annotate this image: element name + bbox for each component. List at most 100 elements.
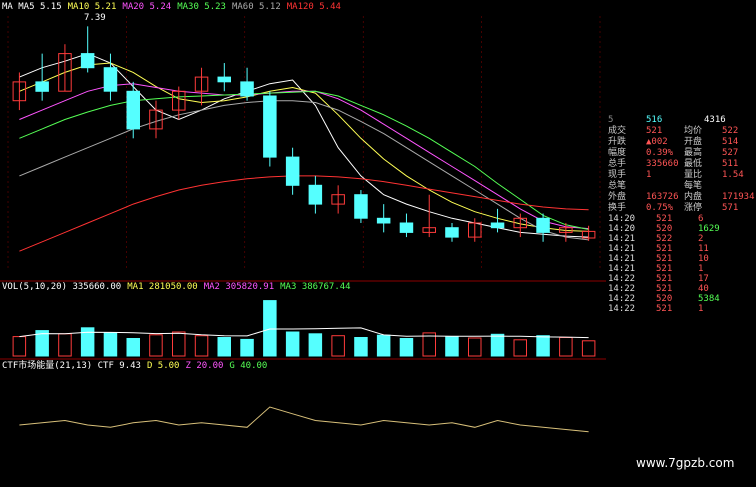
candle-body [468, 222, 482, 238]
price-chart [0, 16, 606, 282]
volume-bar [263, 300, 277, 357]
trade-cell: 522 [656, 234, 673, 244]
legend-title: CTF市场能量(21,13) [2, 361, 98, 371]
volume-bar [354, 337, 368, 357]
trade-row: 14:21 521 1 [606, 264, 756, 274]
quote-value: 1.54 [722, 170, 744, 180]
volume-bar [240, 338, 254, 357]
trade-cell: 521 [656, 244, 673, 254]
trade-cell: 521 [656, 304, 673, 314]
quote-label: 涨停 [684, 203, 703, 213]
trade-cell: 521 [656, 214, 673, 224]
trade-cell: 520 [656, 294, 673, 304]
quote-label: 换手 [608, 203, 627, 213]
ctf-line [19, 406, 589, 433]
volume-bar [149, 334, 163, 357]
quote-row: 幅度 0.39% 最高 527 [606, 148, 756, 158]
quote-value: 335660 [646, 159, 679, 169]
volume-bar [58, 333, 72, 357]
trade-cell: 14:20 [608, 214, 636, 224]
trade-cell: 17 [698, 274, 709, 284]
quote-top: 5 516 4316 [606, 115, 756, 125]
trade-cell: 1 [698, 264, 704, 274]
trade-cell: 40 [698, 284, 709, 294]
quote-row: 成交 521 均价 522 [606, 126, 756, 136]
trade-row: 14:22 521 1 [606, 304, 756, 314]
candle-body [263, 95, 277, 158]
quote-top-a: 5 [608, 115, 614, 125]
volume-bar [12, 336, 27, 357]
trade-row: 14:20 521 6 [606, 214, 756, 224]
volume-bar [331, 335, 345, 357]
ma-line-ma60 [19, 100, 589, 241]
trade-cell: 10 [698, 254, 709, 264]
volume-bar [581, 340, 596, 357]
price-peak-label: 7.39 [84, 13, 106, 23]
ctf-chart [19, 406, 589, 433]
volume-bar [172, 331, 186, 357]
candle-body [12, 81, 27, 102]
legend-item: MA3 386767.44 [280, 282, 351, 292]
volume-ma-line [19, 327, 589, 339]
legend-item: G 40.00 [229, 361, 268, 371]
quote-top-b: 516 [646, 115, 663, 125]
trade-cell: 521 [656, 264, 673, 274]
ma-line-ma120 [19, 175, 589, 252]
ctf-legend: CTF市场能量(21,13) CTF 9.43 D 5.00 Z 20.00 G 40… [2, 361, 273, 371]
trade-row: 14:22 521 40 [606, 284, 756, 294]
quote-label: 幅度 [608, 148, 627, 158]
quote-label: 均价 [684, 126, 703, 136]
candle-body [331, 194, 345, 205]
candle-body [354, 194, 368, 219]
quote-value: 0.75% [646, 203, 674, 213]
volume-chart [0, 300, 606, 360]
quote-value: 571 [722, 203, 739, 213]
legend-item: MA60 5.12 [231, 2, 281, 12]
trade-row: 14:22 520 5384 [606, 294, 756, 304]
trade-cell: 14:22 [608, 294, 636, 304]
candle-body [376, 217, 391, 224]
trade-row: 14:21 521 11 [606, 244, 756, 254]
volume-legend: VOL(5,10,20) 335660.00 MA1 281050.00 MA2 3… [2, 282, 357, 292]
quote-label: 升跌 [608, 137, 627, 147]
quote-row: 外盘 163726 内盘 171934 [606, 192, 756, 202]
quote-value: 514 [722, 137, 739, 147]
volume-bar [126, 338, 140, 357]
legend-item: 335660.00 [72, 282, 122, 292]
volume-bar [80, 327, 95, 357]
candle-body [149, 109, 163, 130]
volume-bar [35, 330, 49, 357]
quote-label: 开盘 [684, 137, 703, 147]
quote-value: 521 [646, 126, 663, 136]
candle-body [559, 227, 573, 233]
quote-label: 现手 [608, 170, 627, 180]
volume-bar [217, 337, 231, 357]
candle-body [422, 227, 436, 233]
trade-cell: 1629 [698, 224, 720, 234]
trade-cell: 14:20 [608, 224, 636, 234]
quote-label: 外盘 [608, 192, 627, 202]
ma-legend: MA MA5 5.15 MA10 5.21 MA20 5.24 MA30 5.23 MA… [2, 2, 347, 12]
legend-item: MA30 5.23 [177, 2, 226, 12]
trade-cell: 521 [656, 274, 673, 284]
candle-body [35, 81, 49, 92]
trade-cell: 1 [698, 304, 704, 314]
trade-cell: 521 [656, 284, 673, 294]
trade-cell: 14:21 [608, 254, 636, 264]
legend-item: MA20 5.24 [122, 2, 172, 12]
legend-item: MA10 5.21 [67, 2, 117, 12]
legend-item: CTF 9.43 [97, 361, 141, 371]
quote-row: 升跌 ▲002 开盘 514 [606, 137, 756, 147]
quote-label: 每笔 [684, 181, 703, 191]
candle-body [536, 217, 550, 233]
quote-label: 最高 [684, 148, 703, 158]
quote-row: 换手 0.75% 涨停 571 [606, 203, 756, 213]
legend-item: MA120 5.44 [286, 2, 341, 12]
volume-bar [513, 339, 527, 357]
ma-line-ma20 [19, 83, 589, 230]
volume-bar [103, 332, 118, 357]
trade-row: 14:21 521 10 [606, 254, 756, 264]
trade-row: 14:22 521 17 [606, 274, 756, 284]
trade-cell: 521 [656, 254, 673, 264]
trade-row: 14:20 520 1629 [606, 224, 756, 234]
